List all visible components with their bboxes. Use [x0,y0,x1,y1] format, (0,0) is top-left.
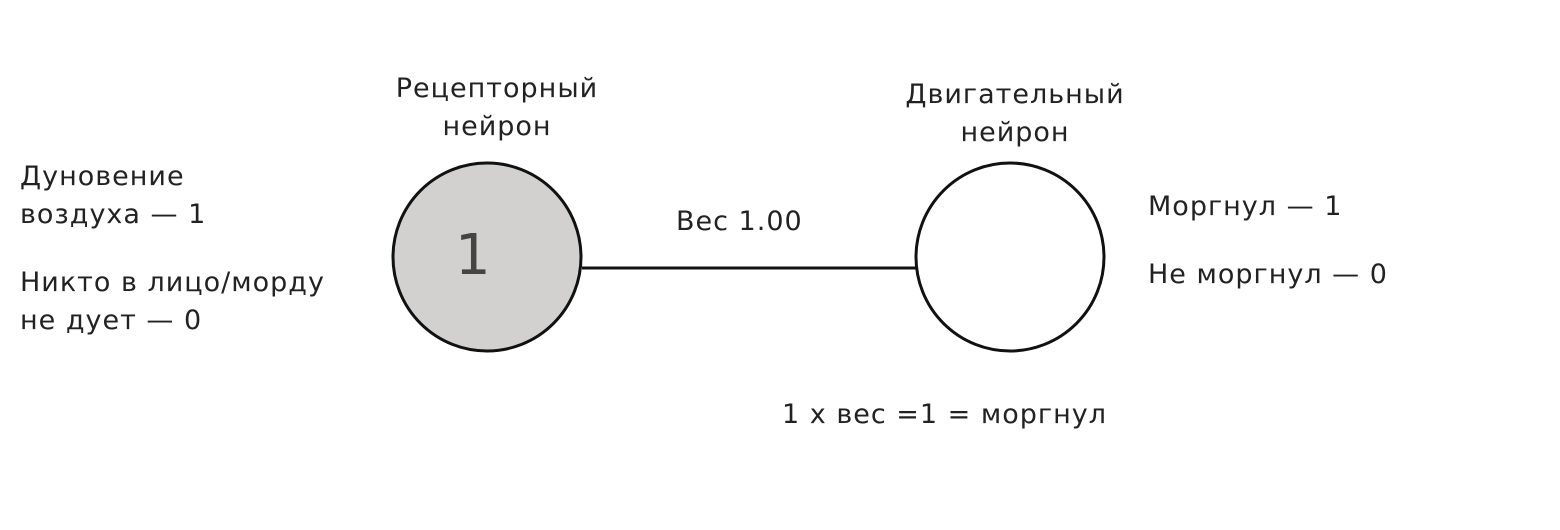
weight-label: Вес 1.00 [676,206,803,237]
motor-neuron-circle [914,161,1106,353]
receptor-neuron-title: Рецепторный нейрон [367,70,627,146]
motor-neuron-title: Двигательный нейрон [885,76,1145,152]
input-line2: воздуха — 1 [20,199,207,230]
output-line2: Не моргнул — 0 [1148,259,1388,290]
motor-title-line1: Двигательный [905,79,1125,110]
output-description: Моргнул — 1 Не моргнул — 0 [1148,188,1388,294]
receptor-value: 1 [455,223,492,288]
output-line1: Моргнул — 1 [1148,191,1343,222]
receptor-title-line2: нейрон [442,111,552,142]
formula: 1 x вес =1 = моргнул [782,399,1107,430]
input-line1: Дуновение [20,161,185,192]
input-description: Дуновение воздуха — 1 Никто в лицо/морду… [20,158,325,340]
receptor-title-line1: Рецепторный [395,73,599,104]
receptor-neuron-circle [391,161,583,353]
input-line4: не дует — 0 [20,305,203,336]
input-line3: Никто в лицо/морду [20,267,325,298]
motor-title-line2: нейрон [960,117,1070,148]
